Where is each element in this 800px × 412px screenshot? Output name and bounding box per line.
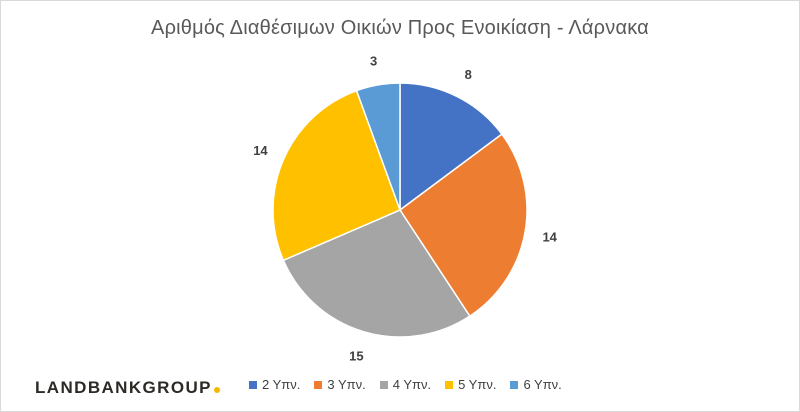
legend-swatch [445, 380, 454, 389]
landbank-group-logo: LANDBANK GROUP [35, 378, 220, 398]
legend-label: 3 Υπν. [327, 377, 366, 392]
legend-label: 4 Υπν. [392, 377, 432, 392]
legend-swatch [249, 380, 257, 389]
legend-swatch [510, 380, 519, 389]
logo-text-part2: GROUP [142, 378, 212, 397]
logo-dot-icon [213, 387, 220, 393]
legend-label: 2 Υπν. [262, 377, 301, 392]
legend-swatch [379, 380, 388, 389]
pie-slice-4 [272, 89, 401, 262]
legend-item-2: 3 Υπν. [314, 377, 366, 392]
pie-slice-1 [399, 82, 503, 212]
pie-slice-3 [282, 209, 471, 338]
chart-legend: 2 Υπν. 3 Υπν. 4 Υπν. 5 Υπν. 6 Υπν. [249, 377, 562, 392]
pie-slice-2 [398, 133, 528, 318]
legend-label: 5 Υπν. [458, 377, 497, 392]
data-label-1: 8 [465, 67, 472, 82]
data-label-4: 14 [253, 143, 268, 158]
pie-slice-5 [355, 82, 401, 211]
legend-item-3: 4 Υπν. [379, 377, 432, 392]
legend-item-1: 2 Υπν. [249, 377, 300, 392]
data-label-2: 14 [542, 229, 557, 244]
logo-text-part1: LANDBANK [35, 378, 143, 397]
chart-title: Αριθμός Διαθέσιμων Οικιών Προς Ενοικίαση… [151, 17, 649, 39]
legend-item-5: 6 Υπν. [510, 377, 562, 392]
legend-swatch [314, 380, 323, 389]
legend-item-4: 5 Υπν. [445, 377, 496, 392]
data-label-5: 3 [370, 53, 377, 68]
data-label-3: 15 [349, 349, 363, 364]
legend-label: 6 Υπν. [523, 377, 562, 392]
